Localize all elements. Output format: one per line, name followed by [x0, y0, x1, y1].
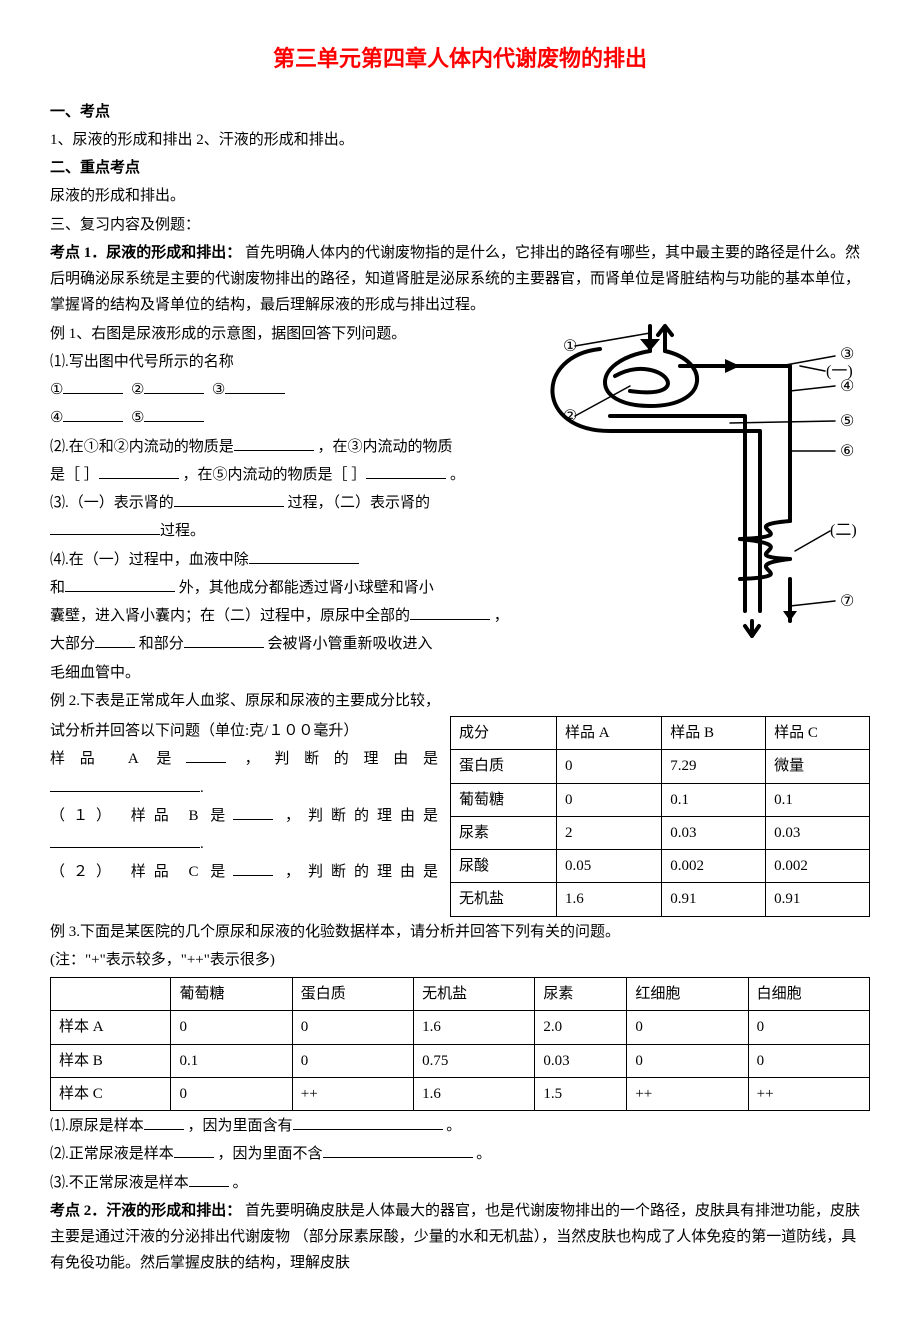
- ex1-num3: ③: [212, 382, 225, 398]
- ex3-q2b: ，因为里面不含: [218, 1146, 323, 1162]
- blank: [50, 519, 160, 535]
- ex3-q2a: ⑵.正常尿液是样本: [50, 1146, 174, 1162]
- diagram-label-two: (二): [830, 522, 857, 539]
- section1-text: 1、尿液的形成和排出 2、汗液的形成和排出。: [50, 127, 870, 153]
- blank: [233, 860, 273, 876]
- section2-text: 尿液的形成和排出。: [50, 183, 870, 209]
- ex1-num5: ⑤: [131, 410, 144, 426]
- blank: [50, 776, 200, 792]
- ex1-q4b: 和: [50, 580, 65, 596]
- diagram-label-2: ②: [563, 408, 577, 425]
- ex1-q4h: 会被肾小管重新吸收进入: [268, 636, 433, 652]
- blank: [366, 463, 446, 479]
- ex1-q2a: ⑵.在①和②内流动的物质是: [50, 439, 234, 455]
- section1-heading: 一、考点: [50, 104, 110, 120]
- table-row: 样本 B0.100.750.0300: [51, 1044, 870, 1077]
- table-row: 尿素20.030.03: [451, 816, 870, 849]
- section3-heading: 三、复习内容及例题：: [50, 212, 870, 238]
- blank: [144, 1114, 184, 1130]
- blank: [95, 632, 135, 648]
- ex1-q4a: ⑷.在（一）过程中，血液中除: [50, 552, 249, 568]
- ex1-q4g: 和部分: [139, 636, 184, 652]
- blank: [323, 1142, 473, 1158]
- blank: [184, 632, 264, 648]
- ex3-q1c: 。: [446, 1118, 461, 1134]
- ex2-line1: 试分析并回答以下问题（单位:克/１００毫升）: [50, 718, 438, 744]
- ex3-q1a: ⑴.原尿是样本: [50, 1118, 144, 1134]
- blank: [186, 747, 226, 763]
- ex1-q3c: 过程。: [160, 523, 205, 539]
- diagram-label-6: ⑥: [840, 443, 854, 460]
- keypoint2-heading: 考点 2．汗液的形成和排出：: [50, 1203, 241, 1219]
- table-row: 成分 样品 A 样品 B 样品 C: [451, 717, 870, 750]
- ex1-q2d: ，在⑤内流动的物质是［ ］: [183, 467, 367, 483]
- ex3-q1b: ，因为里面含有: [188, 1118, 293, 1134]
- ex1-line1: 例 1、右图是尿液形成的示意图，据图回答下列问题。: [50, 321, 510, 347]
- ex2-q-a1: 样品 A 是: [50, 751, 186, 767]
- ex2-dot1: .: [200, 780, 204, 796]
- ex2-q-c2: ，判断的理由是: [285, 864, 438, 880]
- ex2-q-b2: ，判断的理由是: [285, 808, 438, 824]
- ex1-line2: ⑴.写出图中代号所示的名称: [50, 349, 510, 375]
- diagram-label-3: ③: [840, 346, 854, 363]
- page-title: 第三单元第四章人体内代谢废物的排出: [50, 40, 870, 79]
- blank: [234, 435, 314, 451]
- table-row: 蛋白质07.29微量: [451, 750, 870, 783]
- blank: [99, 463, 179, 479]
- table-row: 样本 A001.62.000: [51, 1011, 870, 1044]
- ex2-q-b1: （１） 样品 B 是: [50, 808, 233, 824]
- blank: [144, 406, 204, 422]
- ex3-line1: 例 3.下面是某医院的几个原尿和尿液的化验数据样本，请分析并回答下列有关的问题。: [50, 919, 870, 945]
- blank: [50, 832, 200, 848]
- blank: [63, 378, 123, 394]
- ex2-dot2: .: [200, 836, 204, 852]
- table-row: 尿酸0.050.0020.002: [451, 850, 870, 883]
- blank: [63, 406, 123, 422]
- table-row: 无机盐1.60.910.91: [451, 883, 870, 916]
- blank: [65, 576, 175, 592]
- ex1-q4f: 大部分: [50, 636, 95, 652]
- ex1-q4e: ，: [494, 608, 509, 624]
- table-composition: 成分 样品 A 样品 B 样品 C 蛋白质07.29微量 葡萄糖00.10.1 …: [450, 716, 870, 917]
- table-row: 葡萄糖 蛋白质 无机盐 尿素 红细胞 白细胞: [51, 978, 870, 1011]
- ex1-q3b: 过程，（二）表示肾的: [288, 495, 431, 511]
- diagram-label-one: (一): [826, 363, 853, 380]
- ex3-line2: (注："+"表示较多，"++"表示很多): [50, 947, 870, 973]
- ex3-q2c: 。: [476, 1146, 491, 1162]
- diagram-label-5: ⑤: [840, 413, 854, 430]
- blank: [189, 1171, 229, 1187]
- ex1-q4c: 外，其他成分都能透过肾小球壁和肾小: [179, 580, 434, 596]
- ex1-num2: ②: [131, 382, 144, 398]
- diagram-label-4: ④: [840, 378, 854, 395]
- table-row: 样本 C0++1.61.5++++: [51, 1077, 870, 1110]
- blank: [249, 548, 359, 564]
- nephron-diagram: ① ② ③ ④ ⑤ ⑥ ⑦ (一) (二): [530, 321, 870, 641]
- ex1-q3a: ⑶.（一）表示肾的: [50, 495, 174, 511]
- blank: [293, 1114, 443, 1130]
- ex3-q3b: 。: [233, 1175, 248, 1191]
- ex1-q2b: ，在③内流动的物质: [318, 439, 453, 455]
- blank: [410, 604, 490, 620]
- ex1-q4i: 毛细血管中。: [50, 660, 510, 686]
- ex1-num4: ④: [50, 410, 63, 426]
- ex3-q3a: ⑶.不正常尿液是样本: [50, 1175, 189, 1191]
- ex2-intro: 例 2.下表是正常成年人血浆、原尿和尿液的主要成分比较，: [50, 688, 870, 714]
- table-samples: 葡萄糖 蛋白质 无机盐 尿素 红细胞 白细胞 样本 A001.62.000 样本…: [50, 977, 870, 1111]
- section2-heading: 二、重点考点: [50, 160, 140, 176]
- blank: [174, 1142, 214, 1158]
- diagram-label-1: ①: [563, 338, 577, 355]
- ex1-q2c: 是［ ］: [50, 467, 99, 483]
- diagram-label-7: ⑦: [840, 593, 854, 610]
- ex2-q-a2: ，判断的理由是: [245, 751, 438, 767]
- ex1-num1: ①: [50, 382, 63, 398]
- ex1-q2e: 。: [450, 467, 465, 483]
- blank: [144, 378, 204, 394]
- blank: [233, 804, 273, 820]
- blank: [174, 491, 284, 507]
- ex1-q4d: 囊壁，进入肾小囊内；在（二）过程中，原尿中全部的: [50, 608, 410, 624]
- table-row: 葡萄糖00.10.1: [451, 783, 870, 816]
- blank: [225, 378, 285, 394]
- ex2-q-c1: （２） 样品 C 是: [50, 864, 233, 880]
- keypoint1-heading: 考点 1．尿液的形成和排出：: [50, 245, 241, 261]
